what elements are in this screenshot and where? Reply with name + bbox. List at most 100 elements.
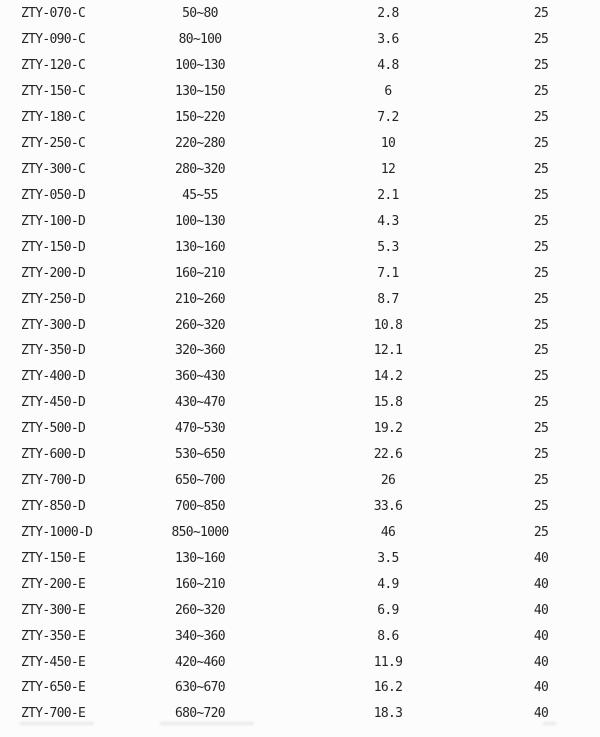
model-cell: ZTY-400-D: [21, 369, 86, 385]
value-cell: 2.1: [377, 187, 399, 203]
range-cell: 160~210: [175, 265, 226, 281]
range-cell: 160~210: [175, 576, 226, 592]
range-cell: 150~220: [175, 110, 226, 126]
range-cell: 340~360: [175, 628, 226, 644]
count-cell: 25: [533, 213, 549, 229]
table-row: ZTY-200-E 160~210 4.9 40: [0, 571, 600, 597]
table-row: ZTY-350-E 340~360 8.6 40: [0, 623, 600, 649]
value-cell: 4.8: [377, 58, 399, 74]
range-cell: 630~670: [175, 680, 226, 696]
table-row: ZTY-250-D 210~260 8.7 25: [0, 286, 600, 312]
range-cell: 130~160: [175, 239, 226, 255]
range-cell: 430~470: [175, 395, 226, 411]
model-cell: ZTY-350-D: [21, 343, 86, 359]
model-cell: ZTY-300-D: [21, 317, 86, 333]
value-cell: 3.5: [377, 550, 399, 566]
model-cell: ZTY-200-E: [21, 576, 86, 592]
model-cell: ZTY-450-D: [21, 395, 86, 411]
value-cell: 8.7: [377, 291, 399, 307]
table-row: ZTY-700-D 650~700 26 25: [0, 468, 600, 494]
count-cell: 25: [533, 58, 549, 74]
value-cell: 5.3: [377, 239, 399, 255]
value-cell: 46: [380, 524, 396, 540]
value-cell: 2.8: [377, 6, 399, 22]
range-cell: 420~460: [175, 654, 226, 670]
count-cell: 25: [533, 32, 549, 48]
range-cell: 360~430: [175, 369, 226, 385]
table-row: ZTY-150-C 130~150 6 25: [0, 79, 600, 105]
table-row: ZTY-450-E 420~460 11.9 40: [0, 649, 600, 675]
count-cell: 25: [533, 187, 549, 203]
table-row: ZTY-050-D 45~55 2.1 25: [0, 182, 600, 208]
table-row: ZTY-850-D 700~850 33.6 25: [0, 494, 600, 520]
table-row: ZTY-300-C 280~320 12 25: [0, 157, 600, 183]
table-row: ZTY-1000-D 850~1000 46 25: [0, 519, 600, 545]
value-cell: 14.2: [373, 369, 403, 385]
value-cell: 10: [380, 136, 396, 152]
model-cell: ZTY-850-D: [21, 498, 86, 514]
range-cell: 260~320: [175, 602, 226, 618]
count-cell: 25: [533, 110, 549, 126]
table-row: ZTY-450-D 430~470 15.8 25: [0, 390, 600, 416]
range-cell: 45~55: [182, 187, 218, 203]
model-cell: ZTY-090-C: [21, 32, 86, 48]
count-cell: 25: [533, 265, 549, 281]
count-cell: 25: [533, 343, 549, 359]
value-cell: 6: [384, 84, 392, 100]
cutoff-row-artifact: [543, 722, 556, 725]
model-cell: ZTY-650-E: [21, 680, 86, 696]
range-cell: 220~280: [175, 136, 226, 152]
table-row: ZTY-350-D 320~360 12.1 25: [0, 338, 600, 364]
table-row: ZTY-700-E 680~720 18.3 40: [0, 701, 600, 727]
count-cell: 25: [533, 239, 549, 255]
range-cell: 130~150: [175, 84, 226, 100]
value-cell: 4.9: [377, 576, 399, 592]
range-cell: 650~700: [175, 473, 226, 489]
model-cell: ZTY-070-C: [21, 6, 86, 22]
model-cell: ZTY-050-D: [21, 187, 86, 203]
cutoff-row-artifact: [20, 722, 94, 725]
range-cell: 280~320: [175, 161, 226, 177]
count-cell: 40: [533, 654, 549, 670]
count-cell: 25: [533, 473, 549, 489]
value-cell: 15.8: [373, 395, 403, 411]
value-cell: 18.3: [373, 706, 403, 722]
model-cell: ZTY-300-C: [21, 161, 86, 177]
model-cell: ZTY-500-D: [21, 421, 86, 437]
value-cell: 10.8: [373, 317, 403, 333]
value-cell: 12: [380, 161, 396, 177]
range-cell: 100~130: [175, 213, 226, 229]
value-cell: 19.2: [373, 421, 403, 437]
count-cell: 40: [533, 576, 549, 592]
table-row: ZTY-300-D 260~320 10.8 25: [0, 312, 600, 338]
count-cell: 25: [533, 421, 549, 437]
count-cell: 25: [533, 161, 549, 177]
model-cell: ZTY-150-D: [21, 239, 86, 255]
model-cell: ZTY-350-E: [21, 628, 86, 644]
count-cell: 25: [533, 136, 549, 152]
count-cell: 25: [533, 395, 549, 411]
table-row: ZTY-090-C 80~100 3.6 25: [0, 27, 600, 53]
table-row: ZTY-250-C 220~280 10 25: [0, 131, 600, 157]
table-row: ZTY-600-D 530~650 22.6 25: [0, 442, 600, 468]
model-cell: ZTY-200-D: [21, 265, 86, 281]
model-cell: ZTY-250-C: [21, 136, 86, 152]
count-cell: 40: [533, 550, 549, 566]
model-cell: ZTY-120-C: [21, 58, 86, 74]
model-cell: ZTY-450-E: [21, 654, 86, 670]
table-row: ZTY-200-D 160~210 7.1 25: [0, 260, 600, 286]
count-cell: 25: [533, 369, 549, 385]
value-cell: 22.6: [373, 447, 403, 463]
value-cell: 8.6: [377, 628, 399, 644]
table-row: ZTY-150-E 130~160 3.5 40: [0, 545, 600, 571]
range-cell: 850~1000: [171, 524, 229, 540]
model-cell: ZTY-300-E: [21, 602, 86, 618]
count-cell: 25: [533, 291, 549, 307]
range-cell: 470~530: [175, 421, 226, 437]
value-cell: 3.6: [377, 32, 399, 48]
table-row: ZTY-120-C 100~130 4.8 25: [0, 53, 600, 79]
range-cell: 260~320: [175, 317, 226, 333]
table-row: ZTY-650-E 630~670 16.2 40: [0, 675, 600, 701]
model-cell: ZTY-150-C: [21, 84, 86, 100]
